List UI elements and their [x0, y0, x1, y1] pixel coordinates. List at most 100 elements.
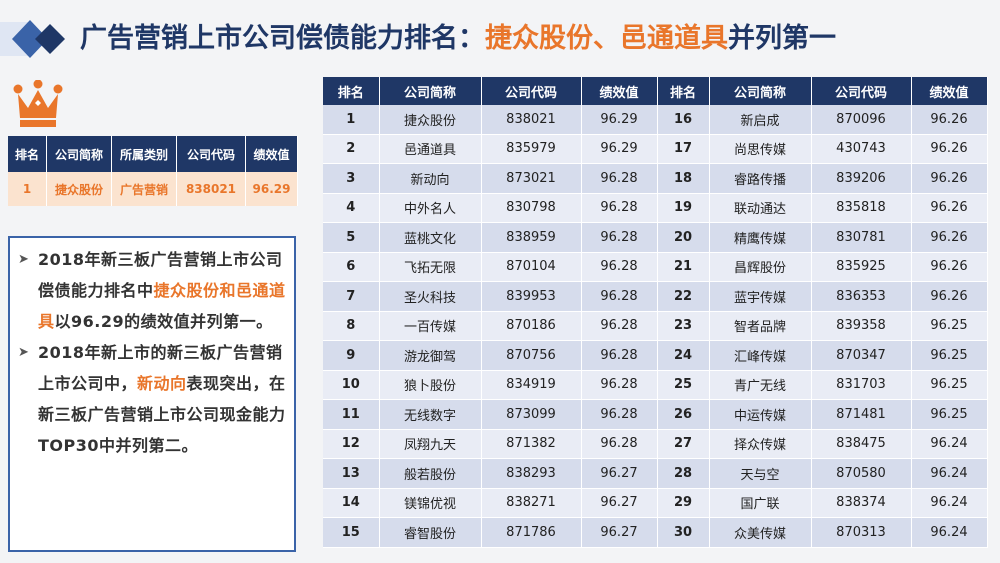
arrow-bullet-icon: ➤: [18, 252, 29, 267]
table-row: 15 睿智股份 871786 96.27 30 众美传媒 870313 96.24: [323, 517, 988, 548]
table-cell: 20: [657, 222, 710, 253]
table-cell: 835818: [811, 193, 912, 223]
table-cell: 96.28: [581, 311, 658, 341]
bullet-item: ➤ 2018年新三板广告营销上市公司偿债能力排名中捷众股份和邑通道具以96.29…: [18, 244, 286, 337]
table-cell: 838021: [481, 105, 582, 135]
table-cell: 96.28: [581, 370, 658, 400]
table-cell: 870186: [481, 311, 582, 341]
table-cell: 835979: [481, 134, 582, 164]
table-cell: 睿智股份: [379, 517, 482, 548]
top-ranked-table: 排名 公司简称 所属类别 公司代码 绩效值 1 捷众股份 广告营销 838021…: [8, 136, 298, 206]
table-cell: 联动通达: [709, 193, 812, 223]
table-cell: 2: [323, 134, 380, 164]
title-highlight: 捷众股份、邑通道具: [485, 23, 728, 54]
table-cell: 22: [657, 281, 710, 312]
table-cell: 14: [323, 488, 380, 518]
table-cell: 飞拓无限: [379, 252, 482, 282]
table-cell: 96.27: [581, 458, 658, 489]
cell: 1: [8, 172, 47, 206]
cell: 838021: [176, 172, 246, 206]
table-cell: 6: [323, 252, 380, 282]
diamond-logo-icon: [0, 20, 65, 58]
table-cell: 邑通道具: [379, 134, 482, 164]
table-cell: 27: [657, 429, 710, 459]
arrow-bullet-icon: ➤: [18, 345, 29, 360]
table-cell: 96.28: [581, 340, 658, 371]
ranking-table: 排名 公司简称 公司代码 绩效值 排名 公司简称 公司代码 绩效值 1 捷众股份 838021 96…: [323, 77, 988, 548]
table-row: 4 中外名人 830798 96.28 19 联动通达 835818 96.26: [323, 193, 988, 223]
table-cell: 96.28: [581, 399, 658, 430]
table-cell: 870096: [811, 105, 912, 135]
header-cell: 排名: [8, 136, 47, 172]
table-cell: 96.25: [911, 370, 988, 400]
table-cell: 12: [323, 429, 380, 459]
table-cell: 8: [323, 311, 380, 341]
table-cell: 96.25: [911, 340, 988, 371]
bullet-text-highlight: 新动向: [137, 374, 187, 393]
table-cell: 4: [323, 193, 380, 223]
table-cell: 871481: [811, 399, 912, 430]
table-cell: 96.28: [581, 193, 658, 223]
table-cell: 蓝宇传媒: [709, 281, 812, 312]
table-cell: 96.24: [911, 488, 988, 518]
table-cell: 96.28: [581, 222, 658, 253]
table-row: 5 蓝桃文化 838959 96.28 20 精鹰传媒 830781 96.26: [323, 222, 988, 253]
table-row: 3 新动向 873021 96.28 18 睿路传播 839206 96.26: [323, 163, 988, 194]
bullet-text: 2018年新三板广告营销上市公司偿债能力排名中捷众股份和邑通道具以96.29的绩…: [38, 244, 286, 337]
table-cell: 择众传媒: [709, 429, 812, 459]
table-cell: 830798: [481, 193, 582, 223]
table-row: 7 圣火科技 839953 96.28 22 蓝宇传媒 836353 96.26: [323, 281, 988, 312]
table-cell: 96.26: [911, 281, 988, 312]
header-cell: 公司简称: [379, 77, 482, 105]
table-cell: 1: [323, 105, 380, 135]
table-cell: 天与空: [709, 458, 812, 489]
header-cell: 公司简称: [46, 136, 112, 172]
table-cell: 3: [323, 163, 380, 194]
table-cell: 26: [657, 399, 710, 430]
table-cell: 870580: [811, 458, 912, 489]
table-cell: 镁锦优视: [379, 488, 482, 518]
table-cell: 830781: [811, 222, 912, 253]
table-cell: 9: [323, 340, 380, 371]
header-cell: 所属类别: [111, 136, 177, 172]
table-row: 13 般若股份 838293 96.27 28 天与空 870580 96.24: [323, 458, 988, 489]
table-cell: 众美传媒: [709, 517, 812, 548]
table-cell: 狼卜股份: [379, 370, 482, 400]
bullet-text-highlight: 捷众股份和邑通道具: [38, 281, 286, 331]
table-cell: 96.25: [911, 311, 988, 341]
table-cell: 96.27: [581, 488, 658, 518]
table-cell: 836353: [811, 281, 912, 312]
page-title: 广告营销上市公司偿债能力排名：捷众股份、邑通道具并列第一: [80, 14, 836, 64]
header-cell: 排名: [657, 77, 710, 105]
table-cell: 尚思传媒: [709, 134, 812, 164]
table-cell: 睿路传播: [709, 163, 812, 194]
crown-icon: [13, 80, 63, 127]
bullet-text-part: 表现突出，在新三板广告营销上市公司现金能力TOP30中并列第二。: [38, 374, 286, 455]
table-cell: 96.26: [911, 252, 988, 282]
table-cell: 29: [657, 488, 710, 518]
table-cell: 831703: [811, 370, 912, 400]
table-cell: 838293: [481, 458, 582, 489]
table-cell: 870756: [481, 340, 582, 371]
header-cell: 排名: [323, 77, 380, 105]
header-cell: 公司代码: [481, 77, 582, 105]
table-cell: 96.27: [581, 517, 658, 548]
table-cell: 21: [657, 252, 710, 282]
title-prefix: 广告营销上市公司偿债能力排名：: [80, 23, 485, 54]
table-row: 8 一百传媒 870186 96.28 23 智者品牌 839358 96.25: [323, 311, 988, 341]
table-cell: 96.24: [911, 517, 988, 548]
table-cell: 一百传媒: [379, 311, 482, 341]
table-cell: 870313: [811, 517, 912, 548]
table-cell: 捷众股份: [379, 105, 482, 135]
bullet-text-part: 2018年新三板广告营销上市公司偿债能力排名中: [38, 250, 283, 300]
header-cell: 绩效值: [245, 136, 298, 172]
table-cell: 96.26: [911, 222, 988, 253]
table-cell: 7: [323, 281, 380, 312]
table-cell: 838271: [481, 488, 582, 518]
summary-textbox: ➤ 2018年新三板广告营销上市公司偿债能力排名中捷众股份和邑通道具以96.29…: [8, 236, 296, 552]
table-cell: 430743: [811, 134, 912, 164]
table-cell: 11: [323, 399, 380, 430]
table-cell: 835925: [811, 252, 912, 282]
table-cell: 汇峰传媒: [709, 340, 812, 371]
bullet-item: ➤ 2018年新上市的新三板广告营销上市公司中，新动向表现突出，在新三板广告营销…: [18, 337, 286, 461]
